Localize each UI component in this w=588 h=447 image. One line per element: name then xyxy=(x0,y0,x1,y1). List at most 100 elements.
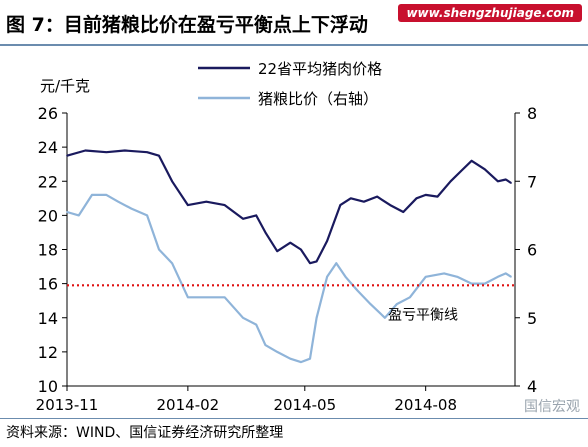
series-1-point xyxy=(497,180,499,183)
series-2-point xyxy=(497,276,499,278)
series-2-point xyxy=(344,276,347,278)
series-1-point xyxy=(205,200,208,203)
series-2-point xyxy=(335,262,338,264)
series-1-point xyxy=(171,180,173,183)
series-2-point xyxy=(264,344,267,346)
series-1-point xyxy=(146,151,148,154)
series-2-point xyxy=(456,276,458,278)
series-2-point xyxy=(470,282,473,285)
left-tick-label: 26 xyxy=(38,104,58,123)
series-1-point xyxy=(470,159,473,162)
series-1-point xyxy=(483,168,486,171)
series-1-point xyxy=(449,180,452,183)
series-2-point xyxy=(117,200,120,203)
series-layer xyxy=(66,149,512,364)
series-2-point xyxy=(158,248,160,251)
right-tick-label: 4 xyxy=(527,377,537,396)
right-tick-label: 8 xyxy=(527,104,537,123)
right-tick-label: 7 xyxy=(527,172,537,191)
series-1-point xyxy=(424,194,427,196)
watermark-text: 国信宏观 xyxy=(524,399,580,415)
series-1-point xyxy=(389,204,391,206)
x-tick-label: 2013-11 xyxy=(36,396,99,414)
legend-label-2: 猪粮比价（右轴） xyxy=(258,90,378,108)
series-1-point xyxy=(436,195,439,198)
series-1-point xyxy=(326,240,328,242)
series-1-point xyxy=(402,211,405,213)
series-2-point xyxy=(205,296,208,299)
series-2-point xyxy=(105,194,108,196)
series-1-point xyxy=(309,262,311,264)
series-1-point xyxy=(187,204,189,206)
series-2-point xyxy=(315,316,318,319)
series-1-point xyxy=(105,151,108,154)
chart: 10 12 14 16 18 20 22 24 26 4 5 6 7 8 2013-11 2014-02 201… xyxy=(36,60,538,414)
series-1-point xyxy=(505,178,507,181)
series-1-point xyxy=(242,217,244,220)
reference-layer: 盈亏平衡线 xyxy=(67,284,515,323)
x-tick-label: 2014-05 xyxy=(273,396,336,414)
left-tick-label: 14 xyxy=(38,309,58,328)
series-2-point xyxy=(130,207,133,210)
source-note: 资料来源：WIND、国信证券经济研究所整理 xyxy=(6,425,284,441)
series-line-1 xyxy=(66,149,512,265)
series-2-point xyxy=(255,323,257,326)
series-2-point xyxy=(171,262,173,264)
series-2-point xyxy=(510,276,512,278)
series-2-point xyxy=(289,357,292,360)
footer-divider xyxy=(0,418,588,419)
series-2-point xyxy=(409,296,411,299)
left-axis-unit: 元/千克 xyxy=(40,77,90,95)
series-2-point xyxy=(356,289,359,292)
series-1-point xyxy=(349,197,352,200)
series-1-point xyxy=(84,149,87,152)
series-line-2 xyxy=(66,193,512,364)
series-2-point xyxy=(300,361,302,363)
left-tick-label: 16 xyxy=(38,275,58,294)
series-2-point xyxy=(187,296,189,299)
series-1-point xyxy=(315,260,318,263)
right-tick-label: 5 xyxy=(527,309,537,328)
series-2-point xyxy=(483,282,486,285)
series-2-point xyxy=(384,316,386,319)
series-1-point xyxy=(510,182,512,184)
axes-layer: 10 12 14 16 18 20 22 24 26 4 5 6 7 8 2013-11 2014-02 201… xyxy=(36,77,538,414)
series-2-point xyxy=(326,276,328,278)
legend-label-1: 22省平均猪肉价格 xyxy=(258,60,382,78)
series-2-point xyxy=(223,296,226,299)
series-1-point xyxy=(415,197,418,200)
series-2-point xyxy=(424,276,427,278)
figure-title: 图 7：目前猪粮比价在盈亏平衡点上下浮动 xyxy=(6,14,368,36)
series-1-point xyxy=(300,248,302,251)
series-2-point xyxy=(78,214,80,217)
series-1-point xyxy=(264,231,267,234)
title-bar: 图 7：目前猪粮比价在盈亏平衡点上下浮动 www.shengzhujiage.c… xyxy=(0,0,588,44)
x-tick-label: 2014-08 xyxy=(394,396,457,414)
x-tick-label: 2014-02 xyxy=(157,396,220,414)
left-tick-label: 12 xyxy=(38,343,58,362)
left-tick-label: 22 xyxy=(38,172,58,191)
series-2-point xyxy=(505,272,507,275)
title-divider xyxy=(0,44,588,46)
series-1-point xyxy=(124,149,126,152)
series-2-point xyxy=(146,214,148,217)
series-1-point xyxy=(158,154,160,157)
series-2-point xyxy=(443,272,445,275)
series-2-point xyxy=(66,211,68,213)
site-banner[interactable]: www.shengzhujiage.com xyxy=(398,4,582,22)
series-2-point xyxy=(369,303,372,305)
series-2-point xyxy=(276,351,279,353)
series-1-point xyxy=(460,170,462,172)
right-tick-label: 6 xyxy=(527,241,537,260)
series-1-point xyxy=(339,204,342,206)
series-1-point xyxy=(363,200,365,203)
left-tick-label: 10 xyxy=(38,377,58,396)
series-1-point xyxy=(289,241,292,244)
series-2-point xyxy=(395,303,398,305)
series-1-point xyxy=(66,154,68,157)
left-tick-label: 18 xyxy=(38,241,58,260)
series-1-point xyxy=(223,204,226,206)
left-tick-label: 20 xyxy=(38,206,58,225)
breakeven-label: 盈亏平衡线 xyxy=(388,307,458,323)
